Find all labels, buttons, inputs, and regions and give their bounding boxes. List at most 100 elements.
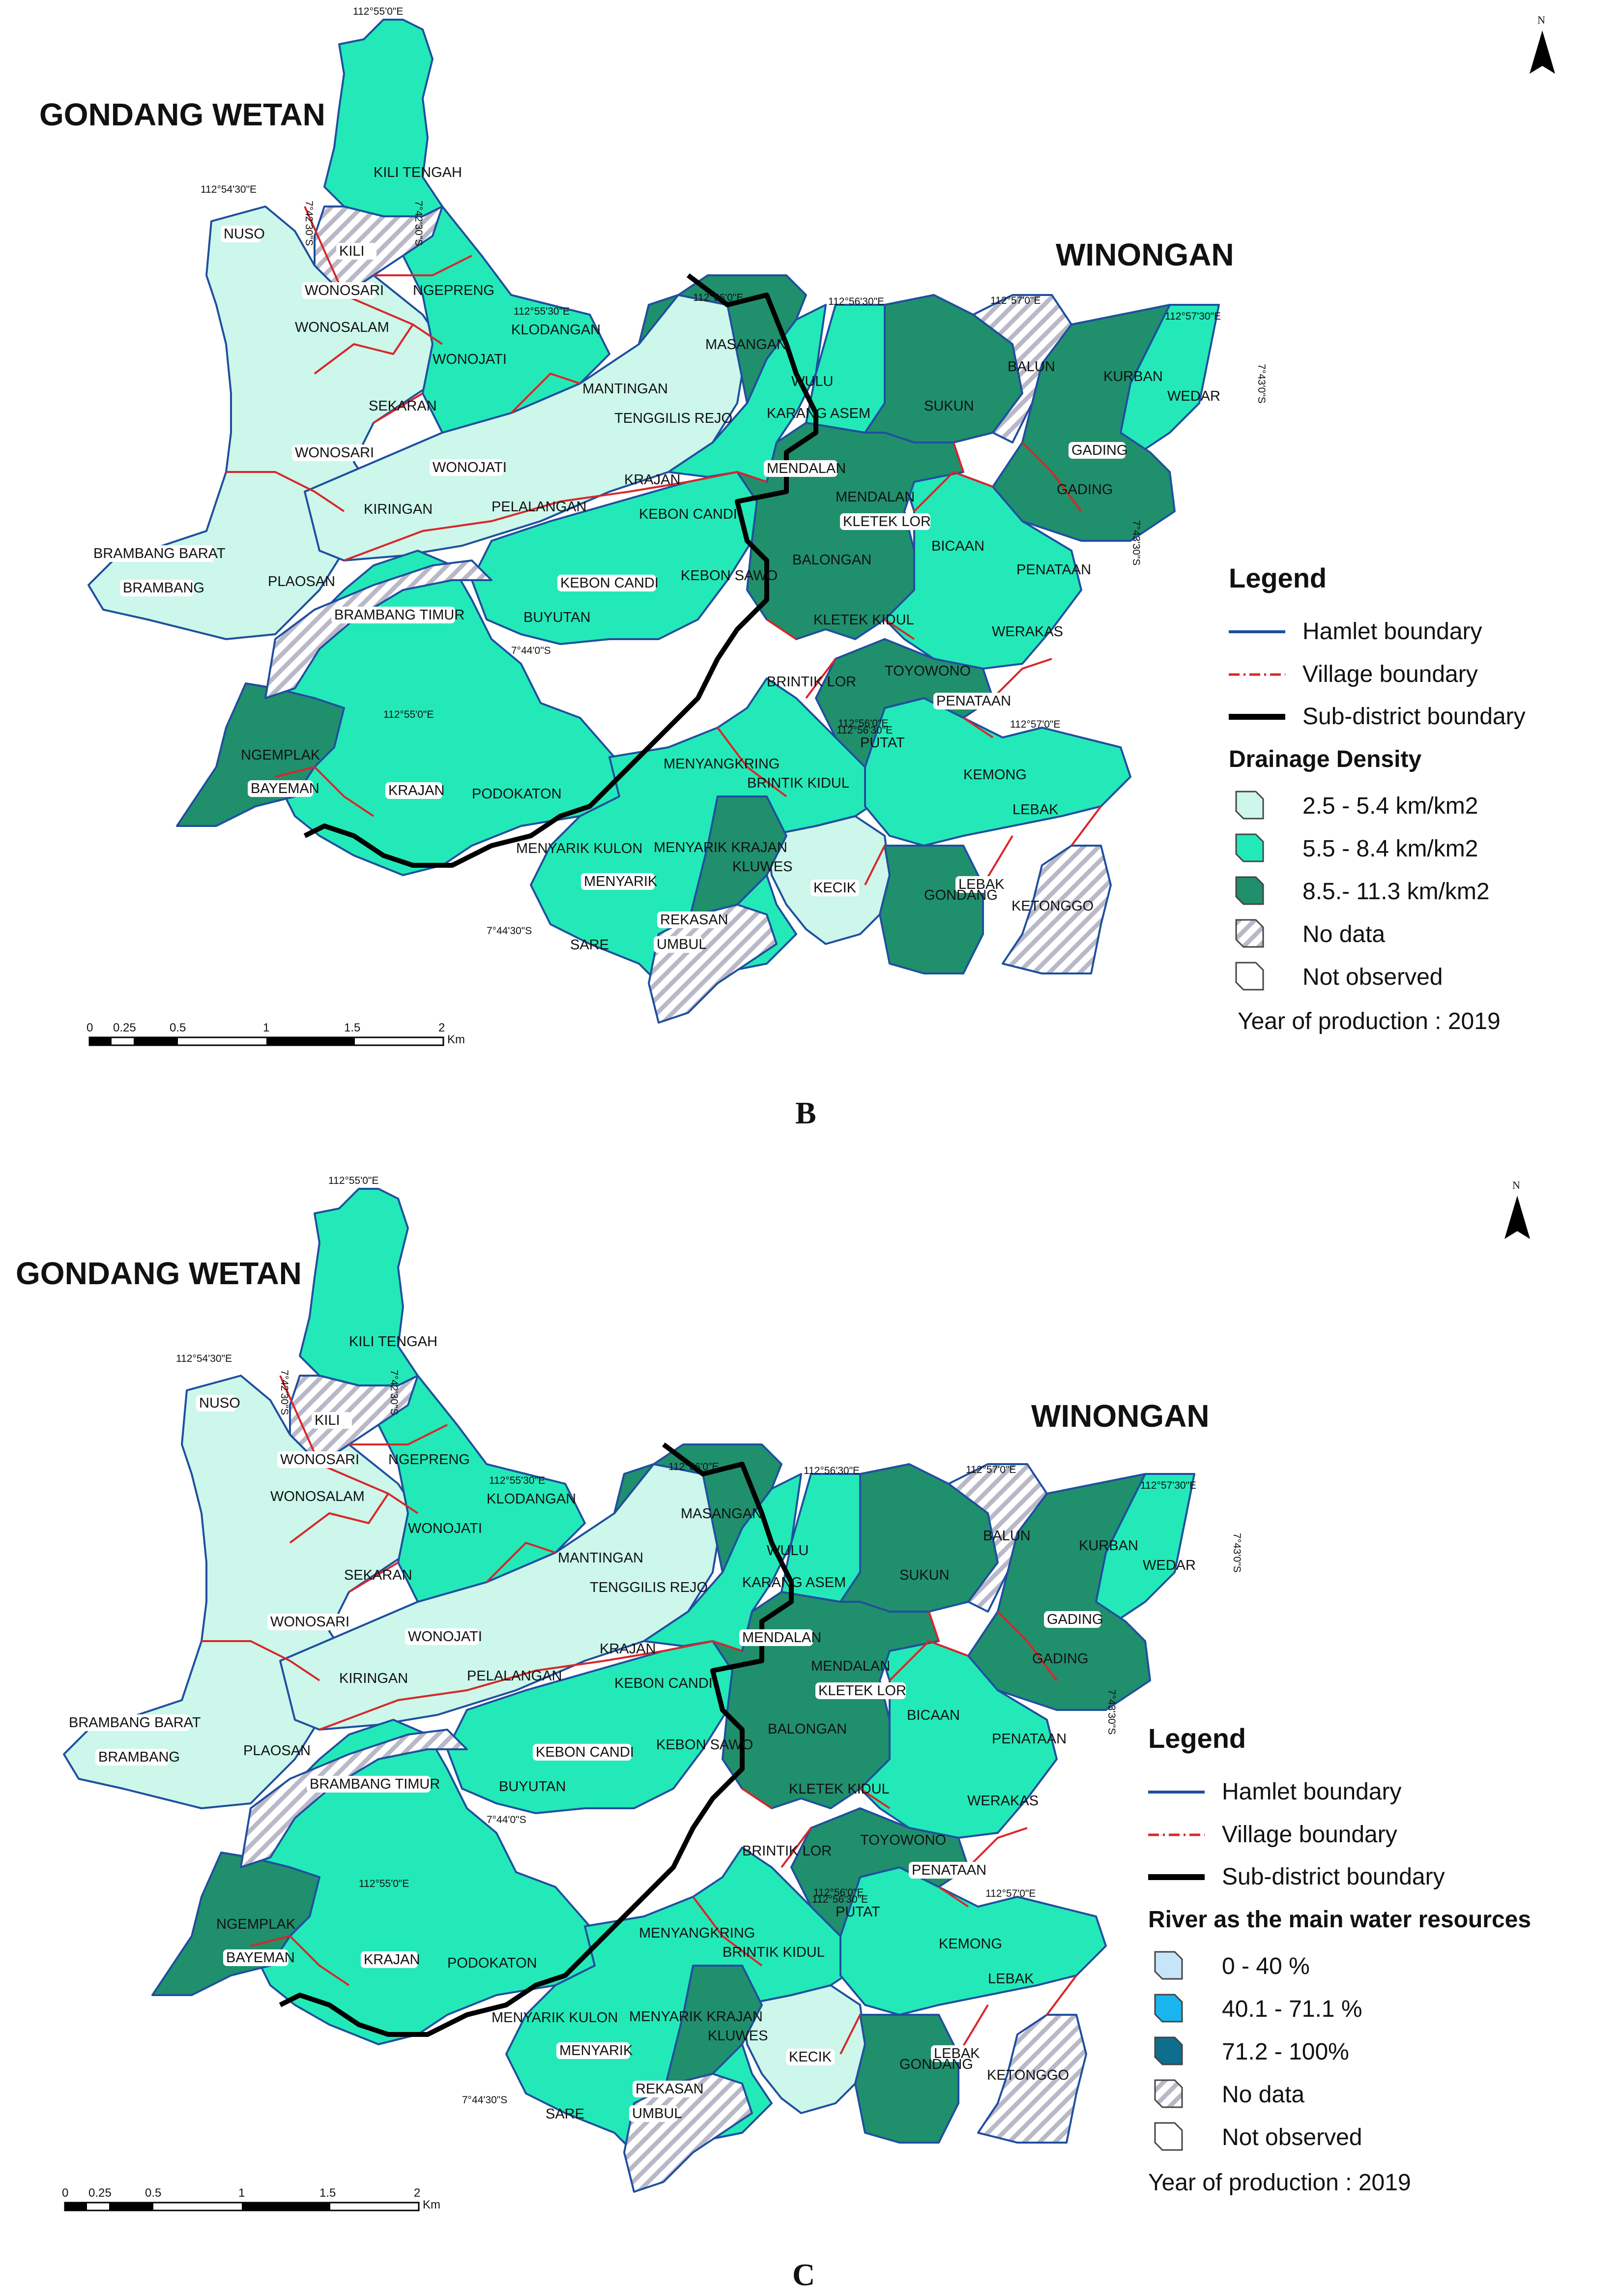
svg-text:1: 1 <box>263 1021 269 1034</box>
area-nodata-balun <box>972 294 1072 443</box>
subdistrict-boundary-b <box>303 273 818 868</box>
hamlet-label: WONOJATI <box>433 460 507 475</box>
hamlet-label: BRAMBANG TIMUR <box>334 607 464 623</box>
svg-text:Sub-district boundary: Sub-district boundary <box>1302 704 1526 730</box>
svg-text:Km: Km <box>447 1033 465 1046</box>
hamlet-label: KETONGGO <box>987 2067 1069 2083</box>
label-halo <box>657 912 723 928</box>
hamlet-label: BUYUTAN <box>499 1779 566 1795</box>
coordinate-label: 112°55'0"E <box>328 1175 378 1186</box>
svg-text:Year of production : 2019: Year of production : 2019 <box>1238 1008 1501 1034</box>
hamlet-label: BRINTIK LOR <box>767 674 856 690</box>
hamlet-label: KLUWES <box>708 2028 768 2044</box>
label-halo <box>556 2042 630 2059</box>
label-halo <box>95 1749 169 1766</box>
svg-text:N: N <box>1537 14 1545 26</box>
hamlet-label: KURBAN <box>1079 1538 1138 1554</box>
coordinate-label: 112°55'0"E <box>359 1878 409 1889</box>
label-halo <box>810 880 859 896</box>
hamlet-label: GADING <box>1032 1651 1088 1667</box>
label-halo <box>302 282 376 299</box>
coordinate-label: 112°56'0"E <box>813 1887 864 1898</box>
label-halo <box>196 1395 236 1412</box>
hamlet-label: SUKUN <box>899 1567 950 1583</box>
hamlet-label: KLODANGAN <box>511 322 601 338</box>
label-halo <box>277 1451 351 1468</box>
svg-text:2: 2 <box>438 1021 445 1034</box>
hamlet-label: BRAMBANG <box>123 580 204 596</box>
legend-b: Legend Hamlet boundary Village boundary … <box>1229 562 1526 1034</box>
hamlet-label: MENYARIK KULON <box>491 2010 618 2026</box>
svg-text:0: 0 <box>62 2186 68 2200</box>
coordinate-labels-c: 112°55'0"E 112°54'30"E 7°42'30"S 7°42'30"S 1… <box>176 1175 1243 2106</box>
label-halo <box>654 936 702 953</box>
hamlet-label: TOYOWONO <box>860 1832 946 1848</box>
svg-text:0 - 40 %: 0 - 40 % <box>1222 1953 1310 1979</box>
hamlet-label: KEMONG <box>939 1936 1002 1952</box>
legend-subtitle: Drainage Density <box>1229 746 1421 772</box>
hamlet-label: NGEMPLAK <box>241 747 320 763</box>
hamlet-label: SEKARAN <box>369 398 437 414</box>
hamlet-label: BICAAN <box>931 538 984 554</box>
area-nodata-ketonggo <box>1002 845 1112 974</box>
hamlet-label: LEBAK <box>988 1971 1034 1987</box>
hamlet-label: BALONGAN <box>792 552 871 568</box>
coordinate-label: 112°56'0"E <box>693 292 743 303</box>
area-mid-north <box>323 19 443 217</box>
hamlet-label: TENGGILIS REJO <box>590 1580 708 1595</box>
coordinate-label: 7°43'0"S <box>1231 1533 1243 1573</box>
area-mid-center2 <box>471 471 758 645</box>
label-halo <box>405 1628 479 1645</box>
hamlet-label: WONOSARI <box>305 283 384 298</box>
coordinate-label: 7°43'30"S <box>1130 520 1142 565</box>
coordinate-label: 7°42'30"S <box>279 1370 290 1415</box>
svg-text:N: N <box>1512 1179 1520 1191</box>
coordinate-label: 112°54'30"E <box>176 1353 232 1364</box>
hamlet-label: MENYARIK KULON <box>516 841 642 856</box>
hamlet-label: MENDALAN <box>742 1630 821 1646</box>
hamlet-label: BALUN <box>1008 359 1055 375</box>
hamlet-label: KIRINGAN <box>364 501 433 517</box>
hamlet-label: KEBON SAWO <box>681 568 778 584</box>
hamlet-label: WONOSALAM <box>295 320 389 335</box>
label-halo <box>909 1862 983 1879</box>
hamlet-label: MENDALAN <box>811 1658 890 1674</box>
svg-text:0.25: 0.25 <box>88 2186 112 2200</box>
hamlet-label: KLODANGAN <box>487 1491 576 1507</box>
hamlet-label: PLAOSAN <box>243 1743 311 1759</box>
map-b <box>87 19 1220 1024</box>
label-halo <box>361 1951 418 1968</box>
hamlet-label: KLETEK LOR <box>843 514 931 530</box>
hamlet-label: WONOJATI <box>408 1629 482 1645</box>
hamlet-label: WERAKAS <box>992 624 1063 640</box>
label-halo <box>120 580 194 596</box>
hamlet-label: KILI TENGAH <box>349 1334 437 1350</box>
hamlet-label: KLETEK KIDUL <box>789 1781 890 1797</box>
hamlet-label: KECIK <box>789 2049 832 2065</box>
coordinate-label: 112°56'0"E <box>838 718 888 729</box>
hamlet-label: NUSO <box>224 226 265 242</box>
hamlet-label: BRAMBANG BARAT <box>69 1715 201 1731</box>
hamlet-label: GONDANG <box>899 2057 973 2072</box>
svg-text:Hamlet boundary: Hamlet boundary <box>1302 618 1482 645</box>
label-halo <box>955 876 1004 893</box>
coordinate-label: 112°56'0"E <box>668 1461 719 1472</box>
hamlet-label: PENATAAN <box>912 1862 986 1878</box>
hamlet-label: KLUWES <box>732 859 792 875</box>
hamlet-label: KIRINGAN <box>339 1671 408 1686</box>
hamlet-label: REKASAN <box>636 2081 704 2097</box>
coordinate-label: 112°57'30"E <box>1140 1480 1196 1491</box>
coordinate-label: 112°56'30"E <box>828 296 884 307</box>
region-label-winongan: WINONGAN <box>1056 237 1234 272</box>
hamlet-label: PODOKATON <box>447 1955 537 1971</box>
hamlet-label: MASANGAN <box>705 337 787 353</box>
hamlet-label: TOYOWONO <box>885 663 971 679</box>
hamlet-label: KEMONG <box>963 767 1027 783</box>
hamlet-label: TENGGILIS REJO <box>614 411 732 426</box>
svg-text:Sub-district boundary: Sub-district boundary <box>1222 1864 1445 1890</box>
label-halo <box>1044 1611 1101 1628</box>
hamlet-label: WONOSARI <box>280 1452 359 1468</box>
hamlet-label: BAYEMAN <box>251 781 319 796</box>
hamlet-label: PELALANGAN <box>467 1668 562 1684</box>
hamlet-label: SUKUN <box>924 398 974 414</box>
